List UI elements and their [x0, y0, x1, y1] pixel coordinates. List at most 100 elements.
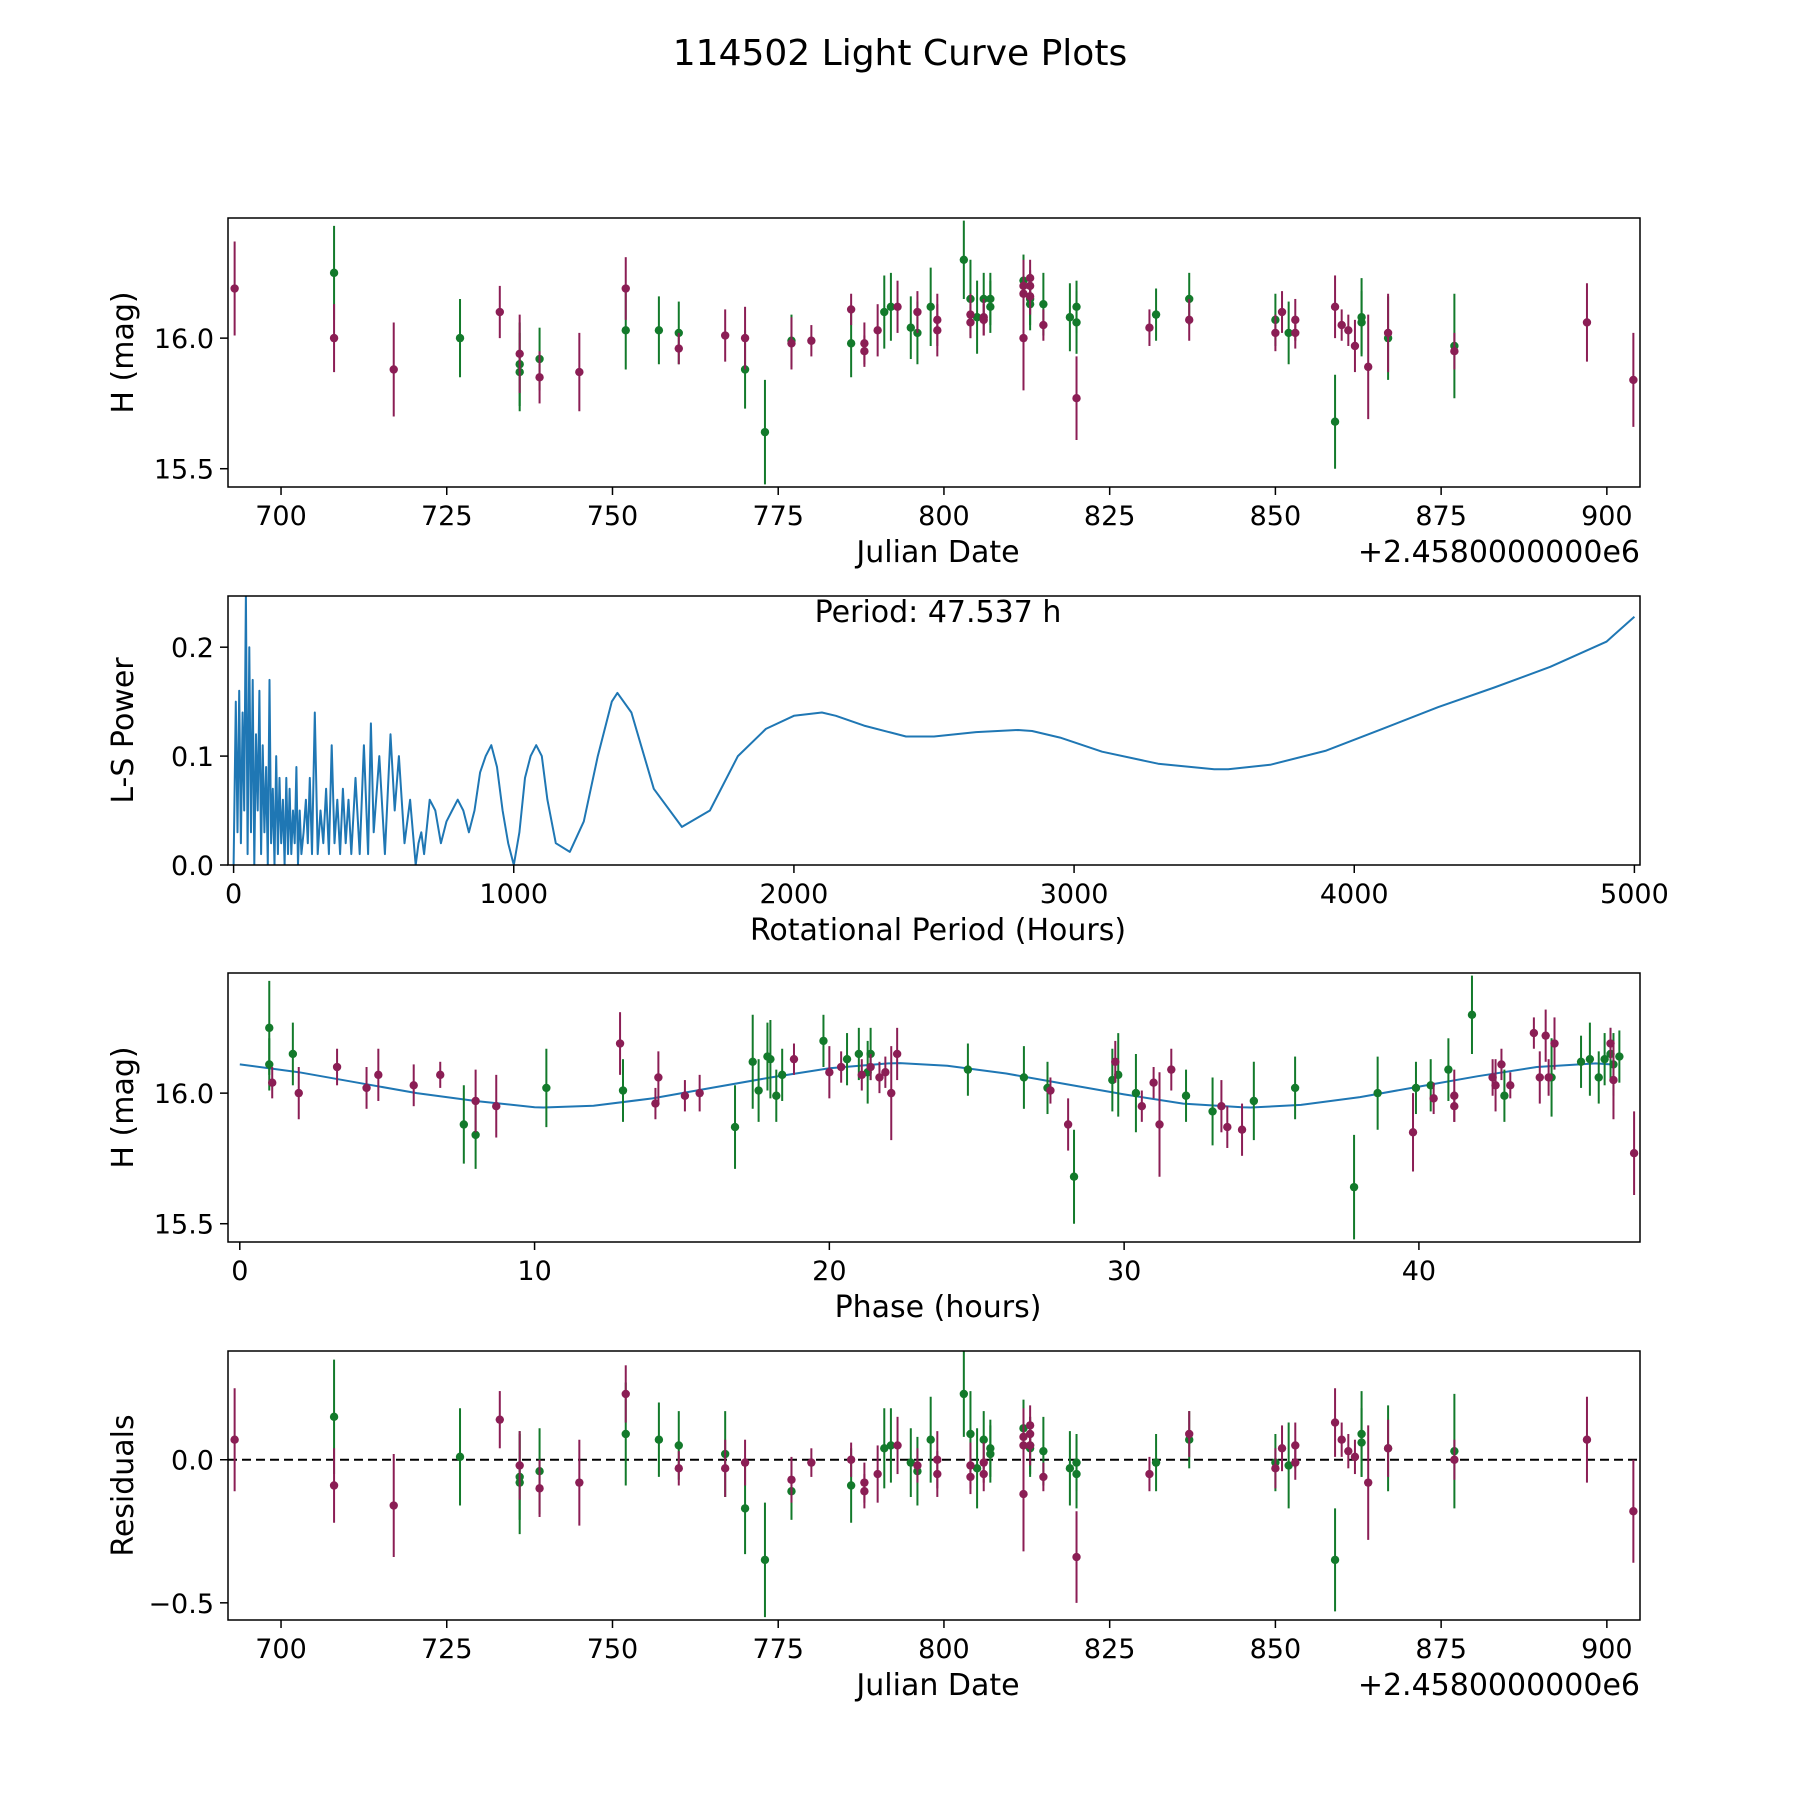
data-point — [1185, 294, 1194, 304]
data-point — [621, 1389, 630, 1399]
data-point — [1039, 320, 1048, 330]
data-point — [1491, 1081, 1500, 1090]
y-tick-label: 16.0 — [154, 1079, 214, 1110]
y-tick-label: 0.0 — [171, 1446, 214, 1477]
x-tick-label: 4000 — [1320, 879, 1389, 910]
x-tick-label: 5000 — [1600, 879, 1669, 910]
data-point — [966, 318, 975, 327]
series-magenta — [230, 1365, 1638, 1603]
data-point — [674, 1441, 683, 1450]
data-point — [1249, 1096, 1259, 1106]
data-point — [459, 1120, 469, 1129]
data-point — [875, 1073, 884, 1082]
x-tick-label: 900 — [1581, 1634, 1633, 1665]
data-point — [873, 1469, 882, 1479]
data-point — [621, 326, 630, 335]
x-offset-label: +2.4580000000e6 — [1358, 535, 1640, 570]
x-tick-label: 800 — [918, 501, 970, 532]
data-point — [674, 344, 683, 353]
data-point — [1155, 1120, 1164, 1129]
data-point — [1039, 1446, 1048, 1456]
data-point — [748, 1057, 757, 1066]
x-tick-label: 3000 — [1040, 879, 1109, 910]
data-point — [886, 302, 896, 311]
data-point — [389, 365, 398, 374]
data-point — [1344, 326, 1353, 335]
data-point — [1450, 1455, 1459, 1464]
data-point — [329, 333, 339, 343]
data-point — [740, 333, 750, 343]
data-point — [730, 1122, 740, 1132]
data-point — [881, 1068, 890, 1077]
x-tick-label: 850 — [1250, 501, 1302, 532]
data-point — [933, 1469, 942, 1479]
data-point — [1065, 1464, 1075, 1473]
x-tick-label: 775 — [752, 1634, 804, 1665]
x-tick-label: 30 — [1107, 1256, 1141, 1287]
y-axis-label: H (mag) — [106, 1046, 141, 1168]
data-point — [959, 255, 969, 264]
data-point — [1576, 1057, 1586, 1066]
data-point — [535, 373, 544, 382]
data-point — [893, 1441, 902, 1450]
data-point — [621, 1429, 630, 1439]
data-point — [772, 1091, 781, 1100]
data-point — [1629, 1149, 1639, 1158]
y-tick-label: 15.5 — [154, 1210, 214, 1241]
data-point — [963, 1065, 973, 1074]
data-point — [979, 294, 988, 304]
data-point — [1364, 362, 1373, 372]
y-axis-label: H (mag) — [106, 291, 141, 413]
data-point — [680, 1091, 690, 1100]
x-tick-label: 750 — [587, 501, 639, 532]
data-point — [1277, 1444, 1287, 1453]
data-point — [455, 333, 465, 343]
data-point — [1019, 1489, 1028, 1499]
data-point — [926, 302, 935, 311]
data-point — [893, 302, 902, 311]
data-point — [880, 307, 889, 317]
data-point — [979, 1469, 988, 1479]
data-point — [1185, 1429, 1194, 1439]
data-point — [1025, 1441, 1035, 1450]
data-point — [819, 1036, 828, 1046]
data-point — [1383, 1444, 1393, 1453]
data-point — [695, 1088, 704, 1098]
data-point — [1237, 1125, 1247, 1134]
data-point — [1025, 292, 1035, 301]
x-tick-label: 10 — [517, 1256, 551, 1287]
data-point — [1330, 1418, 1340, 1427]
data-point — [1271, 328, 1280, 338]
data-point — [1506, 1081, 1515, 1090]
data-point — [575, 367, 584, 377]
data-point — [880, 1444, 889, 1453]
phased-panel: 0 10 20 30 40 15.5 16.0 Phase (hours) H (mag) — [106, 972, 1641, 1325]
data-point — [972, 1464, 982, 1473]
axes-frame — [227, 595, 1641, 866]
data-point — [1500, 1091, 1509, 1100]
data-point — [329, 1481, 339, 1490]
data-point — [575, 1478, 584, 1487]
data-point — [892, 1049, 902, 1059]
data-point — [1217, 1101, 1226, 1111]
data-point — [1019, 333, 1028, 343]
data-point — [542, 1083, 551, 1093]
x-tick-label: 0 — [231, 1256, 248, 1287]
x-tick-label: 2000 — [760, 879, 829, 910]
data-point — [329, 1412, 339, 1422]
data-point — [959, 1389, 969, 1399]
x-tick-label: 1000 — [479, 879, 548, 910]
data-point — [1151, 1458, 1161, 1467]
plot-area — [232, 596, 1636, 865]
x-tick-label: 700 — [255, 1634, 307, 1665]
data-point — [1149, 1078, 1158, 1087]
data-point — [618, 1086, 628, 1095]
y-tick-label: 15.5 — [154, 455, 214, 486]
data-point — [906, 1458, 915, 1467]
data-point — [846, 1481, 856, 1490]
data-point — [455, 1452, 465, 1462]
data-point — [807, 1458, 816, 1467]
data-point — [1349, 1182, 1359, 1192]
x-axis-label: Julian Date — [854, 535, 1019, 570]
